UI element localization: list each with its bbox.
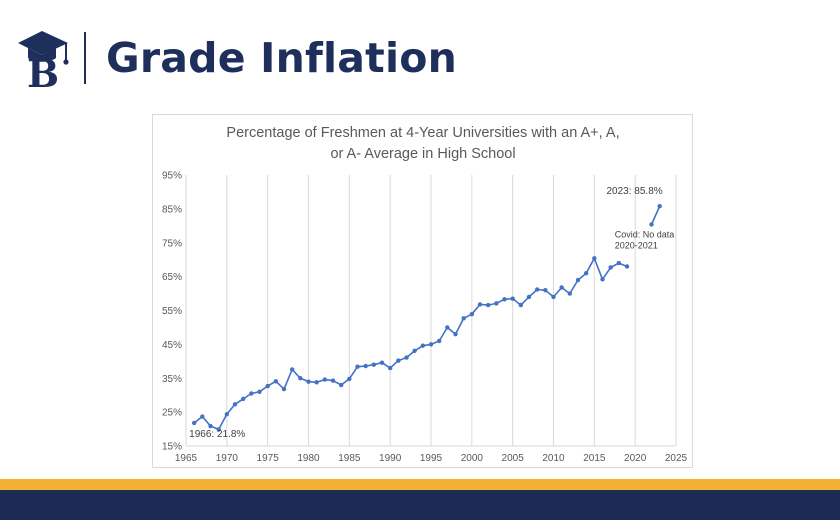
x-tick-label: 2010 bbox=[542, 453, 565, 464]
x-tick-label: 1970 bbox=[216, 453, 239, 464]
start-value-label: 1966: 21.8% bbox=[189, 429, 245, 440]
grid bbox=[185, 175, 677, 447]
data-point bbox=[420, 343, 426, 348]
page-title: Grade Inflation bbox=[106, 34, 457, 82]
data-point bbox=[657, 203, 662, 209]
data-point bbox=[543, 287, 548, 293]
data-point bbox=[191, 420, 197, 426]
data-point bbox=[616, 260, 622, 266]
data-point bbox=[355, 364, 360, 369]
data-point bbox=[461, 316, 466, 321]
data-point bbox=[494, 301, 499, 306]
data-point bbox=[575, 277, 581, 283]
data-point bbox=[363, 363, 368, 369]
data-point bbox=[338, 382, 344, 388]
x-tick-label: 1985 bbox=[338, 453, 361, 464]
y-tick-label: 35% bbox=[162, 374, 182, 385]
data-point bbox=[298, 376, 303, 381]
data-point bbox=[289, 367, 295, 372]
data-point bbox=[608, 265, 613, 270]
data-point bbox=[281, 386, 287, 392]
y-tick-label: 15% bbox=[162, 442, 182, 453]
data-point bbox=[265, 383, 270, 389]
covid-note-line-1: Covid: No data bbox=[615, 230, 675, 240]
data-point bbox=[453, 332, 458, 337]
end-value-label: 2023: 85.8% bbox=[606, 186, 662, 197]
data-point bbox=[273, 379, 279, 384]
data-point bbox=[306, 379, 311, 384]
chart-title-line-2: or A- Average in High School bbox=[330, 146, 515, 162]
svg-text:B: B bbox=[27, 51, 59, 88]
x-tick-label: 2015 bbox=[583, 453, 606, 464]
data-point bbox=[502, 297, 507, 302]
data-point bbox=[518, 302, 524, 308]
data-point bbox=[551, 294, 556, 300]
data-point bbox=[322, 377, 328, 382]
data-point bbox=[208, 423, 213, 429]
covid-note-line-2: 2020-2021 bbox=[615, 241, 658, 251]
data-point bbox=[592, 256, 597, 261]
data-point bbox=[249, 391, 254, 396]
data-point bbox=[232, 402, 238, 407]
data-point bbox=[314, 380, 319, 385]
x-tick-label: 1980 bbox=[297, 453, 320, 464]
data-point bbox=[583, 271, 589, 276]
data-point bbox=[412, 348, 417, 354]
y-tick-label: 75% bbox=[162, 238, 182, 249]
x-tick-label: 2000 bbox=[461, 453, 484, 464]
data-point bbox=[330, 378, 336, 383]
y-tick-label: 95% bbox=[162, 171, 182, 182]
x-tick-label: 2020 bbox=[624, 453, 647, 464]
data-point bbox=[240, 396, 246, 402]
data-point bbox=[436, 338, 442, 344]
series-line-segment-1 bbox=[193, 257, 628, 431]
data-point bbox=[445, 325, 450, 330]
y-tick-label: 45% bbox=[162, 340, 182, 351]
data-point bbox=[404, 355, 409, 360]
y-tick-label: 25% bbox=[162, 408, 182, 419]
annotations: 1966: 21.8% 2023: 85.8% Covid: No data2020… bbox=[189, 186, 674, 440]
data-point bbox=[379, 360, 385, 365]
data-point bbox=[526, 294, 532, 300]
data-point bbox=[224, 411, 230, 417]
data-point bbox=[257, 389, 262, 394]
axis-labels: 1965 1970 1975 1980 1985 1990 1995 2000 2005 2010… bbox=[162, 171, 688, 465]
series-line-segment-2 bbox=[650, 205, 661, 225]
data-point bbox=[396, 358, 401, 363]
x-tick-label: 2005 bbox=[502, 453, 525, 464]
y-tick-label: 65% bbox=[162, 272, 182, 283]
x-tick-label: 2025 bbox=[665, 453, 688, 464]
data-point bbox=[469, 312, 475, 317]
footer-gold-band bbox=[0, 479, 840, 490]
data-point bbox=[649, 222, 654, 227]
series bbox=[191, 203, 662, 432]
data-point bbox=[534, 287, 540, 292]
data-point bbox=[624, 264, 630, 269]
data-point bbox=[600, 277, 605, 282]
x-tick-label: 1975 bbox=[257, 453, 280, 464]
header-divider bbox=[84, 32, 86, 84]
y-tick-label: 85% bbox=[162, 204, 182, 215]
x-tick-label: 1995 bbox=[420, 453, 443, 464]
x-tick-label: 1990 bbox=[379, 453, 402, 464]
chart-title-line-1: Percentage of Freshmen at 4-Year Univers… bbox=[226, 125, 619, 141]
data-point bbox=[387, 365, 393, 371]
y-tick-label: 55% bbox=[162, 306, 182, 317]
line-chart: Percentage of Freshmen at 4-Year Univers… bbox=[162, 125, 688, 465]
data-point bbox=[510, 296, 515, 301]
data-point bbox=[200, 414, 205, 419]
data-point bbox=[347, 376, 352, 382]
data-point bbox=[477, 302, 483, 307]
data-point bbox=[216, 427, 221, 432]
data-point bbox=[559, 285, 564, 290]
chart-panel: Percentage of Freshmen at 4-Year Univers… bbox=[152, 114, 693, 468]
x-tick-label: 1965 bbox=[175, 453, 198, 464]
data-point bbox=[485, 302, 491, 308]
graduation-cap-b-logo-icon: B bbox=[18, 31, 69, 88]
data-point bbox=[428, 342, 434, 347]
footer-navy-band bbox=[0, 490, 840, 520]
data-point bbox=[567, 291, 573, 296]
data-point bbox=[371, 362, 377, 367]
